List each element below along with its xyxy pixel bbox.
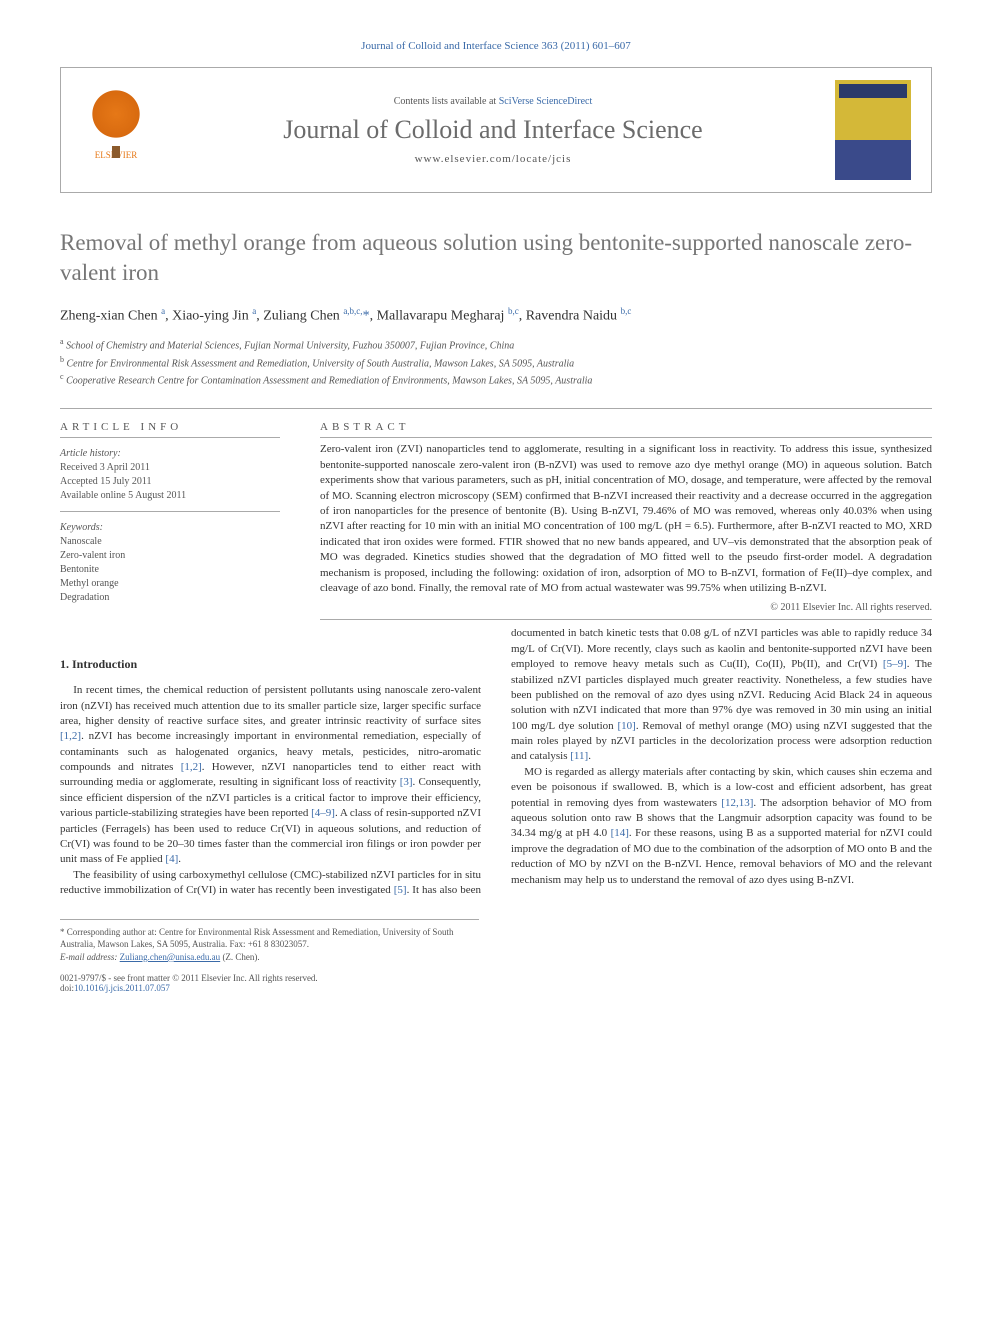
article-title: Removal of methyl orange from aqueous so… [60,228,932,288]
corr-author-text: * Corresponding author at: Centre for En… [60,926,479,951]
online-date: Available online 5 August 2011 [60,489,280,503]
abstract-text: Zero-valent iron (ZVI) nanoparticles ten… [320,442,932,596]
intro-paragraph-3: MO is regarded as allergy materials afte… [511,765,932,888]
header-center: Contents lists available at SciVerse Sci… [151,96,835,165]
email-suffix: (Z. Chen). [220,952,260,962]
divider [60,408,932,409]
footer-meta: 0021-9797/$ - see front matter © 2011 El… [60,973,932,993]
journal-url[interactable]: www.elsevier.com/locate/jcis [171,153,815,165]
keyword: Methyl orange [60,577,280,591]
doi-prefix: doi: [60,983,74,993]
article-info-panel: ARTICLE INFO Article history: Received 3… [60,421,280,626]
keyword: Zero-valent iron [60,549,280,563]
abstract-panel: ABSTRACT Zero-valent iron (ZVI) nanopart… [320,421,932,626]
keyword: Degradation [60,591,280,605]
email-link[interactable]: Zuliang.chen@unisa.edu.au [120,952,221,962]
info-abstract-row: ARTICLE INFO Article history: Received 3… [60,421,932,626]
keyword: Bentonite [60,563,280,577]
affiliation-a: a School of Chemistry and Material Scien… [60,336,932,353]
corr-email: E-mail address: Zuliang.chen@unisa.edu.a… [60,951,479,964]
received-date: Received 3 April 2011 [60,461,280,475]
affiliation-c: c Cooperative Research Centre for Contam… [60,371,932,388]
author-list: Zheng-xian Chen a, Xiao-ying Jin a, Zuli… [60,306,932,325]
section-heading-intro: 1. Introduction [60,656,481,673]
abstract-heading: ABSTRACT [320,421,932,433]
contents-prefix: Contents lists available at [394,96,499,107]
intro-paragraph-1: In recent times, the chemical reduction … [60,683,481,868]
front-matter-line: 0021-9797/$ - see front matter © 2011 El… [60,973,932,983]
contents-available: Contents lists available at SciVerse Sci… [171,96,815,107]
history-label: Article history: [60,448,280,459]
journal-name: Journal of Colloid and Interface Science [171,115,815,145]
article-info-heading: ARTICLE INFO [60,421,280,433]
affiliations: a School of Chemistry and Material Scien… [60,336,932,388]
doi-link[interactable]: 10.1016/j.jcis.2011.07.057 [74,983,170,993]
corresponding-author-footnote: * Corresponding author at: Centre for En… [60,919,479,964]
affiliation-b: b Centre for Environmental Risk Assessme… [60,354,932,371]
journal-header: ELSEVIER Contents lists available at Sci… [60,67,932,193]
journal-reference: Journal of Colloid and Interface Science… [60,40,932,52]
email-label: E-mail address: [60,952,120,962]
keyword: Nanoscale [60,535,280,549]
keywords-label: Keywords: [60,522,280,533]
body-columns: 1. Introduction In recent times, the che… [60,626,932,898]
doi-line: doi:10.1016/j.jcis.2011.07.057 [60,983,932,993]
sciencedirect-link[interactable]: SciVerse ScienceDirect [499,96,593,107]
journal-cover-thumbnail[interactable] [835,80,911,180]
publisher-logo[interactable]: ELSEVIER [81,90,151,170]
abstract-copyright: © 2011 Elsevier Inc. All rights reserved… [320,602,932,613]
accepted-date: Accepted 15 July 2011 [60,475,280,489]
elsevier-tree-icon [86,90,146,150]
